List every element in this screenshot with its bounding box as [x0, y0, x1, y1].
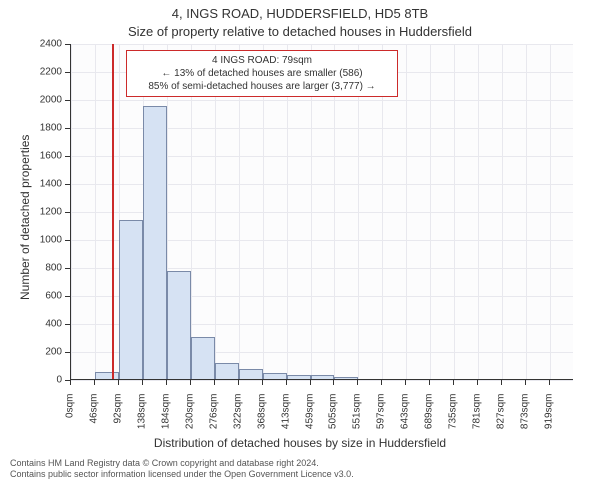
x-tick-mark: [214, 380, 215, 385]
grid-line-vertical: [502, 44, 503, 379]
y-tick-mark: [65, 240, 70, 241]
y-tick-label: 400: [22, 319, 62, 330]
x-tick-mark: [525, 380, 526, 385]
y-tick-label: 200: [22, 347, 62, 358]
grid-line-vertical: [406, 44, 407, 379]
y-tick-mark: [65, 100, 70, 101]
grid-line-vertical: [95, 44, 96, 379]
y-tick-label: 1000: [22, 235, 62, 246]
x-tick-mark: [238, 380, 239, 385]
y-tick-label: 2000: [22, 95, 62, 106]
grid-line-horizontal: [71, 44, 573, 45]
chart-title-main: 4, INGS ROAD, HUDDERSFIELD, HD5 8TB: [0, 6, 600, 21]
x-tick-mark: [262, 380, 263, 385]
x-tick-mark: [381, 380, 382, 385]
histogram-bar: [215, 363, 239, 379]
x-tick-mark: [118, 380, 119, 385]
x-tick-mark: [94, 380, 95, 385]
histogram-bar: [239, 369, 263, 380]
y-tick-mark: [65, 72, 70, 73]
chart-container: { "chart": { "type": "histogram", "title…: [0, 0, 600, 500]
annotation-line-2: ← 13% of detached houses are smaller (58…: [133, 67, 391, 80]
y-tick-label: 1200: [22, 207, 62, 218]
x-tick-mark: [70, 380, 71, 385]
histogram-bar: [311, 375, 335, 379]
y-tick-label: 1800: [22, 123, 62, 134]
histogram-bar: [334, 377, 358, 379]
x-tick-mark: [310, 380, 311, 385]
x-tick-mark: [333, 380, 334, 385]
x-tick-mark: [405, 380, 406, 385]
y-tick-mark: [65, 268, 70, 269]
x-tick-mark: [166, 380, 167, 385]
annotation-line-3: 85% of semi-detached houses are larger (…: [133, 80, 391, 93]
footer-text: Contains HM Land Registry data © Crown c…: [10, 458, 354, 481]
footer-line-2: Contains public sector information licen…: [10, 469, 354, 480]
chart-title-sub: Size of property relative to detached ho…: [0, 24, 600, 39]
histogram-bar: [119, 220, 143, 379]
y-tick-label: 800: [22, 263, 62, 274]
y-tick-label: 2400: [22, 39, 62, 50]
x-tick-mark: [477, 380, 478, 385]
y-tick-label: 0: [22, 375, 62, 386]
footer-line-1: Contains HM Land Registry data © Crown c…: [10, 458, 354, 469]
property-marker-line: [112, 44, 114, 379]
annotation-box: 4 INGS ROAD: 79sqm ← 13% of detached hou…: [126, 50, 398, 97]
histogram-bar: [263, 373, 287, 379]
y-tick-label: 1400: [22, 179, 62, 190]
grid-line-vertical: [478, 44, 479, 379]
histogram-bar: [191, 337, 215, 379]
histogram-bar: [287, 375, 311, 379]
y-tick-mark: [65, 44, 70, 45]
y-tick-label: 2200: [22, 67, 62, 78]
x-tick-mark: [429, 380, 430, 385]
histogram-bar: [167, 271, 191, 380]
y-tick-mark: [65, 212, 70, 213]
y-tick-mark: [65, 156, 70, 157]
grid-line-vertical: [454, 44, 455, 379]
annotation-line-1: 4 INGS ROAD: 79sqm: [133, 54, 391, 67]
x-axis-label: Distribution of detached houses by size …: [0, 436, 600, 450]
y-tick-mark: [65, 324, 70, 325]
grid-line-vertical: [526, 44, 527, 379]
grid-line-vertical: [430, 44, 431, 379]
y-tick-mark: [65, 352, 70, 353]
y-tick-mark: [65, 184, 70, 185]
y-tick-mark: [65, 296, 70, 297]
x-tick-mark: [453, 380, 454, 385]
grid-line-horizontal: [71, 100, 573, 101]
y-tick-label: 600: [22, 291, 62, 302]
x-tick-mark: [549, 380, 550, 385]
grid-line-horizontal: [71, 380, 573, 381]
histogram-bar: [95, 372, 119, 379]
y-tick-mark: [65, 128, 70, 129]
histogram-bar: [143, 106, 167, 379]
x-tick-mark: [357, 380, 358, 385]
y-tick-label: 1600: [22, 151, 62, 162]
x-tick-mark: [501, 380, 502, 385]
grid-line-vertical: [71, 44, 72, 379]
x-tick-mark: [286, 380, 287, 385]
grid-line-vertical: [550, 44, 551, 379]
x-tick-mark: [190, 380, 191, 385]
x-tick-mark: [142, 380, 143, 385]
